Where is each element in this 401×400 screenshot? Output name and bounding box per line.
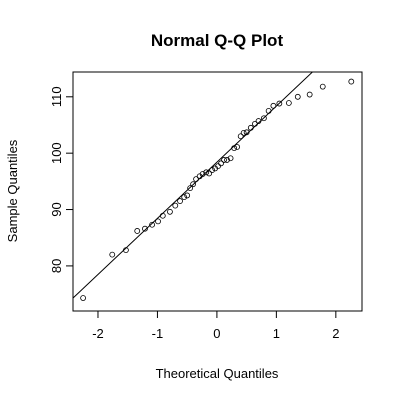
point — [149, 221, 155, 228]
point — [224, 157, 230, 163]
point — [252, 120, 258, 127]
point — [294, 93, 301, 100]
point — [319, 83, 326, 90]
point — [240, 129, 247, 136]
point — [155, 218, 161, 225]
point — [181, 194, 188, 201]
x-tick-label: 1 — [273, 326, 280, 341]
point — [209, 167, 216, 173]
y-axis-label: Sample Quantiles — [5, 139, 20, 242]
y-tick-label: 110 — [49, 86, 64, 107]
point — [134, 228, 141, 234]
point — [306, 91, 313, 98]
y-tick-label: 90 — [49, 202, 64, 216]
chart-title: Normal Q-Q Plot — [151, 31, 284, 50]
x-tick-label: 2 — [332, 326, 339, 341]
point — [227, 155, 234, 162]
point — [123, 247, 129, 254]
point — [199, 171, 206, 177]
point — [285, 100, 292, 106]
x-tick-label: 0 — [213, 326, 220, 341]
point — [221, 157, 227, 163]
point — [142, 225, 148, 232]
point — [260, 115, 267, 122]
point — [193, 176, 199, 182]
point — [172, 202, 179, 209]
point — [80, 295, 87, 301]
point — [234, 144, 241, 150]
point — [184, 192, 191, 199]
point — [276, 100, 283, 107]
point — [218, 160, 224, 167]
point — [187, 185, 194, 192]
x-tick-label: -1 — [152, 326, 164, 341]
point — [109, 251, 116, 258]
point — [243, 129, 250, 136]
point — [167, 208, 173, 215]
point — [190, 181, 197, 188]
reference-line — [73, 72, 314, 299]
point — [206, 170, 213, 177]
point — [203, 169, 210, 176]
y-tick-label: 100 — [49, 142, 64, 164]
point — [348, 78, 355, 85]
point — [159, 212, 166, 219]
y-tick-label: 80 — [49, 259, 64, 273]
x-axis-label: Theoretical Quantiles — [156, 366, 279, 381]
point — [247, 124, 254, 131]
point — [255, 118, 262, 124]
point — [237, 133, 244, 140]
x-tick-label: -2 — [92, 326, 104, 341]
point — [270, 102, 277, 109]
point — [265, 107, 272, 114]
point — [231, 145, 238, 151]
point — [177, 198, 183, 204]
